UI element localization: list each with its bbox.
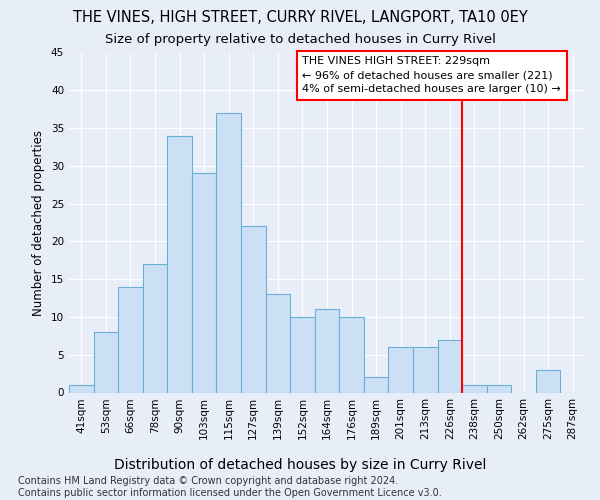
Bar bbox=[536, 370, 560, 392]
Text: Distribution of detached houses by size in Curry Rivel: Distribution of detached houses by size … bbox=[114, 458, 486, 471]
Bar bbox=[266, 294, 290, 392]
Text: THE VINES HIGH STREET: 229sqm
← 96% of detached houses are smaller (221)
4% of s: THE VINES HIGH STREET: 229sqm ← 96% of d… bbox=[302, 56, 561, 94]
Bar bbox=[364, 378, 388, 392]
Y-axis label: Number of detached properties: Number of detached properties bbox=[32, 130, 46, 316]
Bar bbox=[217, 113, 241, 392]
Text: Size of property relative to detached houses in Curry Rivel: Size of property relative to detached ho… bbox=[104, 32, 496, 46]
Bar bbox=[462, 385, 487, 392]
Bar bbox=[388, 347, 413, 393]
Bar bbox=[192, 174, 217, 392]
Bar bbox=[487, 385, 511, 392]
Bar bbox=[94, 332, 118, 392]
Bar bbox=[413, 347, 437, 393]
Bar bbox=[241, 226, 266, 392]
Bar bbox=[167, 136, 192, 392]
Bar bbox=[118, 286, 143, 393]
Text: THE VINES, HIGH STREET, CURRY RIVEL, LANGPORT, TA10 0EY: THE VINES, HIGH STREET, CURRY RIVEL, LAN… bbox=[73, 10, 527, 25]
Bar bbox=[339, 317, 364, 392]
Bar bbox=[315, 310, 339, 392]
Bar bbox=[143, 264, 167, 392]
Bar bbox=[437, 340, 462, 392]
Bar bbox=[69, 385, 94, 392]
Text: Contains HM Land Registry data © Crown copyright and database right 2024.
Contai: Contains HM Land Registry data © Crown c… bbox=[18, 476, 442, 498]
Bar bbox=[290, 317, 315, 392]
